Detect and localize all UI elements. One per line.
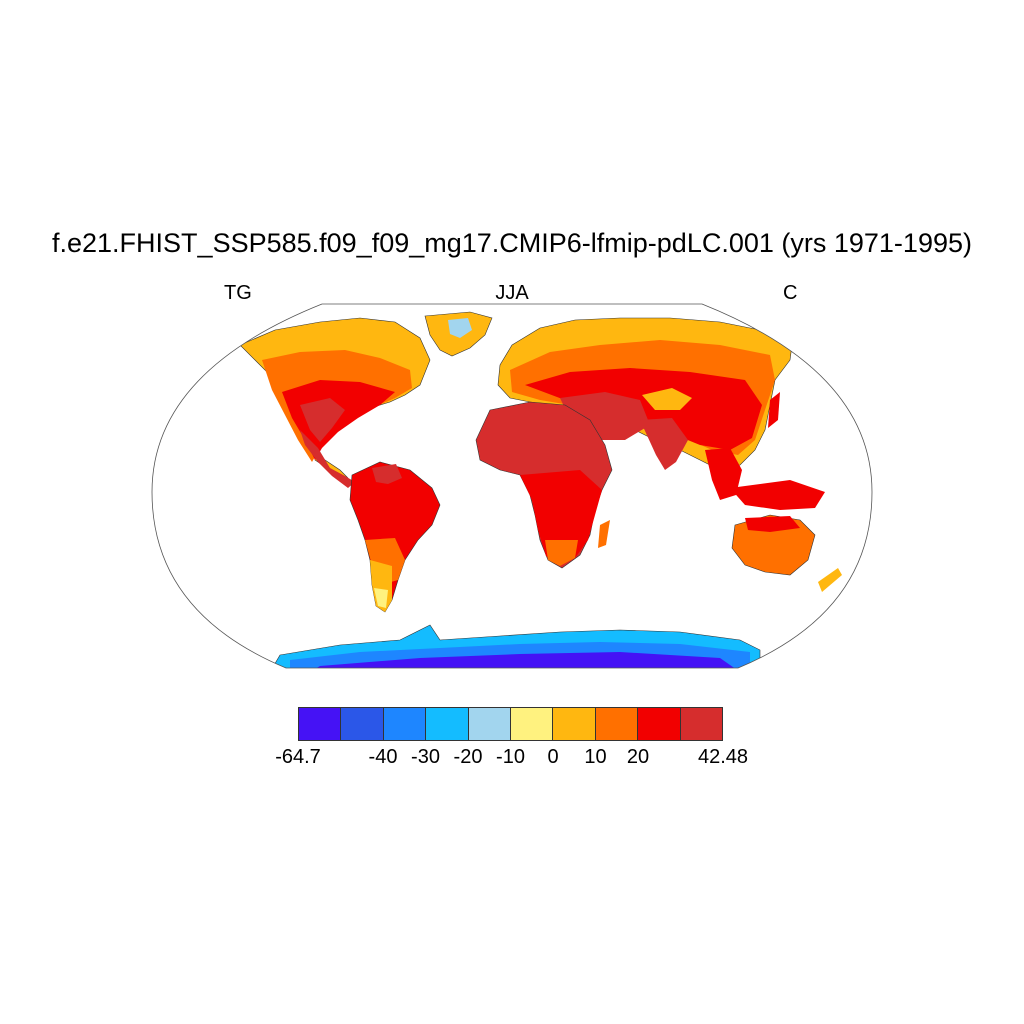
colorbar-swatch (637, 707, 681, 741)
colorbar-swatch (552, 707, 596, 741)
colorbar-tick-label: -30 (411, 746, 440, 768)
units-label: C (783, 282, 798, 304)
colorbar-tick-label: 20 (626, 746, 650, 768)
amazon-very-hot (372, 464, 402, 484)
mexico-central-america (300, 430, 355, 488)
india (640, 418, 688, 470)
colorbar-labels: -64.7 -40 -30 -20 -10 0 10 20 42.48 (0, 746, 1024, 772)
southeast-asia (705, 448, 742, 500)
south-america (349, 461, 441, 613)
colorbar (298, 707, 724, 741)
colorbar-tick-label: 42.48 (697, 746, 749, 768)
australia-north (745, 516, 800, 532)
colorbar-tick-label: 10 (584, 746, 607, 768)
colorbar-swatch (510, 707, 554, 741)
colorbar-tick-label: 0 (547, 746, 559, 768)
madagascar (598, 520, 610, 548)
maritime-continent (730, 480, 825, 510)
colorbar-tick-label: -20 (453, 746, 483, 768)
colorbar-tick-label: -40 (368, 746, 398, 768)
africa-hot (520, 470, 602, 566)
colorbar-swatch (298, 707, 342, 741)
season-label: JJA (495, 282, 529, 304)
north-america-very-hot (300, 398, 345, 442)
south-africa-warm (545, 540, 578, 566)
colorbar-swatch (382, 707, 427, 741)
map-title: f.e21.FHIST_SSP585.f09_f09_mg17.CMIP6-lf… (52, 228, 972, 258)
colorbar-swatch (425, 707, 469, 741)
map-border (151, 303, 873, 669)
japan (768, 392, 780, 428)
greenland-ice (448, 318, 472, 338)
north-america-hot (282, 380, 395, 460)
variable-label: TG (224, 282, 252, 304)
antarctica-interior (310, 652, 740, 668)
colorbar-tick-label: -10 (496, 746, 525, 768)
south-america-warm (365, 538, 405, 585)
tibet-mild (642, 388, 692, 410)
colorbar-swatch (679, 707, 724, 741)
colorbar-swatch (340, 707, 384, 741)
patagonia (374, 588, 388, 608)
colorbar-swatch (467, 707, 512, 741)
colorbar-swatch (594, 707, 639, 741)
new-zealand (818, 568, 842, 592)
colorbar-tick-label: -64.7 (275, 746, 321, 768)
